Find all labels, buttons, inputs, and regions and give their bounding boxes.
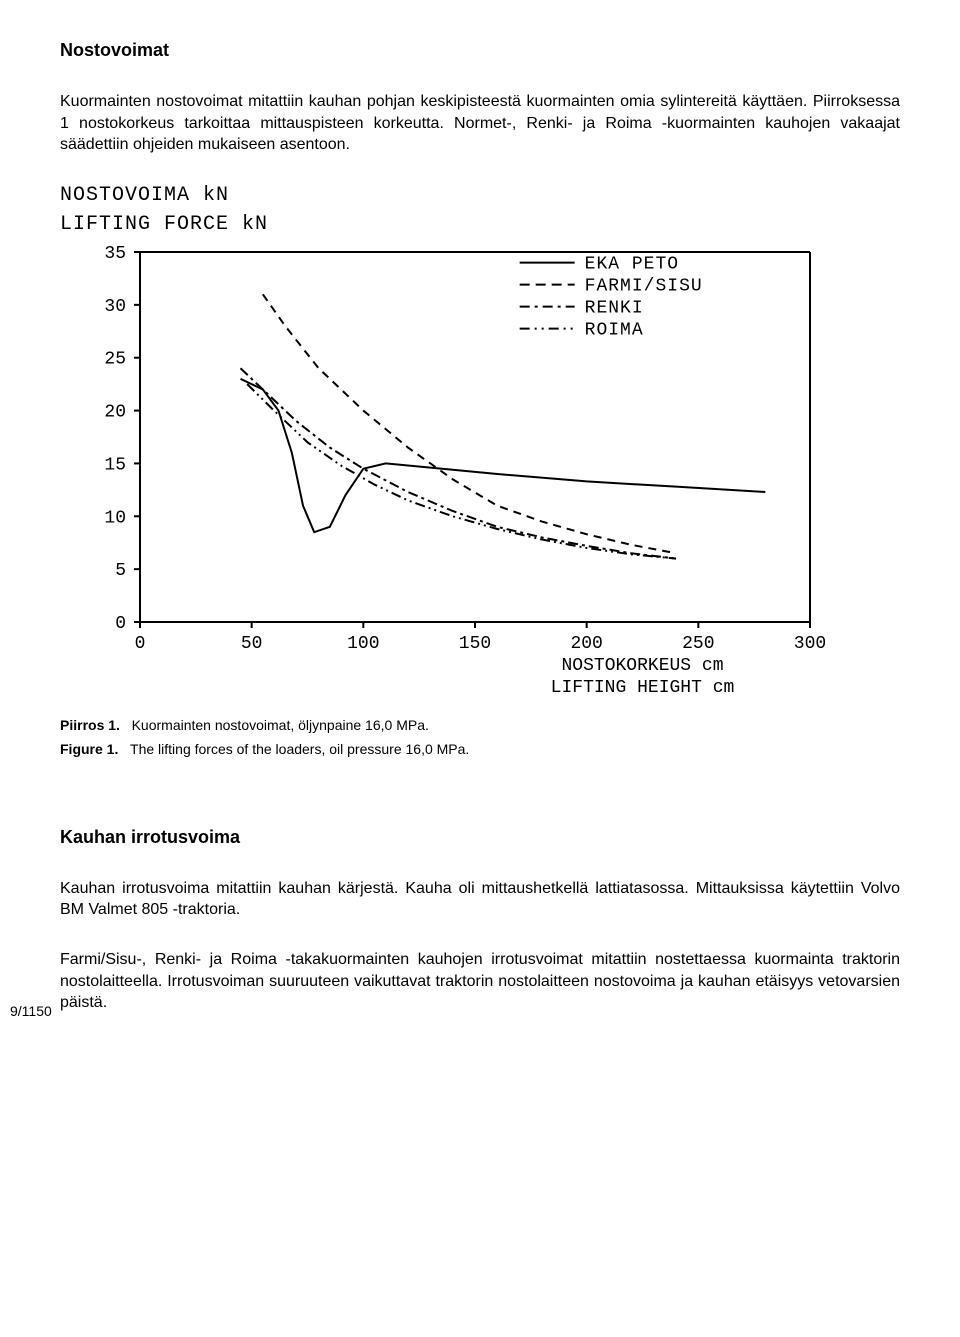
chart-svg: 0 5 10 15 20 25 30 35 0 50 100 150 200 250 300 NOSTOKOR… (60, 242, 840, 702)
svg-text:0: 0 (115, 614, 126, 634)
svg-text:200: 200 (570, 634, 602, 654)
caption-fi-label: Piirros 1. (60, 717, 120, 733)
svg-text:25: 25 (104, 349, 126, 369)
caption-fi: Piirros 1. Kuormainten nostovoimat, öljy… (60, 717, 900, 733)
paragraph-1: Kuormainten nostovoimat mitattiin kauhan… (60, 91, 900, 156)
svg-text:300: 300 (794, 634, 826, 654)
page: Nostovoimat Kuormainten nostovoimat mita… (60, 40, 900, 1014)
paragraph-2: Kauhan irrotusvoima mitattiin kauhan kär… (60, 878, 900, 921)
caption-en: Figure 1. The lifting forces of the load… (60, 741, 900, 757)
svg-text:150: 150 (459, 634, 491, 654)
caption-fi-text: Kuormainten nostovoimat, öljynpaine 16,0… (132, 717, 429, 733)
svg-text:FARMI/SISU: FARMI/SISU (585, 276, 703, 296)
svg-text:20: 20 (104, 402, 126, 422)
svg-text:15: 15 (104, 455, 126, 475)
svg-text:5: 5 (115, 561, 126, 581)
paragraph-3: Farmi/Sisu-, Renki- ja Roima -takakuorma… (60, 949, 900, 1014)
svg-text:0: 0 (135, 634, 146, 654)
y-title-1: NOSTOVOIMA kN (60, 184, 900, 207)
y-title-2: LIFTING FORCE kN (60, 213, 900, 236)
svg-text:50: 50 (241, 634, 263, 654)
heading-irrotusvoima: Kauhan irrotusvoima (60, 827, 900, 848)
svg-text:30: 30 (104, 297, 126, 317)
svg-text:EKA PETO: EKA PETO (585, 254, 679, 274)
svg-text:35: 35 (104, 244, 126, 264)
caption-en-text: The lifting forces of the loaders, oil p… (130, 741, 469, 757)
page-number: 9/1150 (10, 1003, 52, 1019)
svg-text:250: 250 (682, 634, 714, 654)
svg-text:NOSTOKORKEUS cm: NOSTOKORKEUS cm (561, 656, 723, 676)
svg-text:10: 10 (104, 508, 126, 528)
caption-en-label: Figure 1. (60, 741, 118, 757)
svg-text:ROIMA: ROIMA (585, 320, 644, 340)
lifting-force-chart: 0 5 10 15 20 25 30 35 0 50 100 150 200 250 300 NOSTOKOR… (60, 242, 900, 707)
svg-text:LIFTING HEIGHT cm: LIFTING HEIGHT cm (551, 678, 735, 698)
svg-text:RENKI: RENKI (585, 298, 644, 318)
heading-nostovoimat: Nostovoimat (60, 40, 900, 61)
svg-text:100: 100 (347, 634, 379, 654)
chart-y-title: NOSTOVOIMA kN LIFTING FORCE kN (60, 184, 900, 236)
